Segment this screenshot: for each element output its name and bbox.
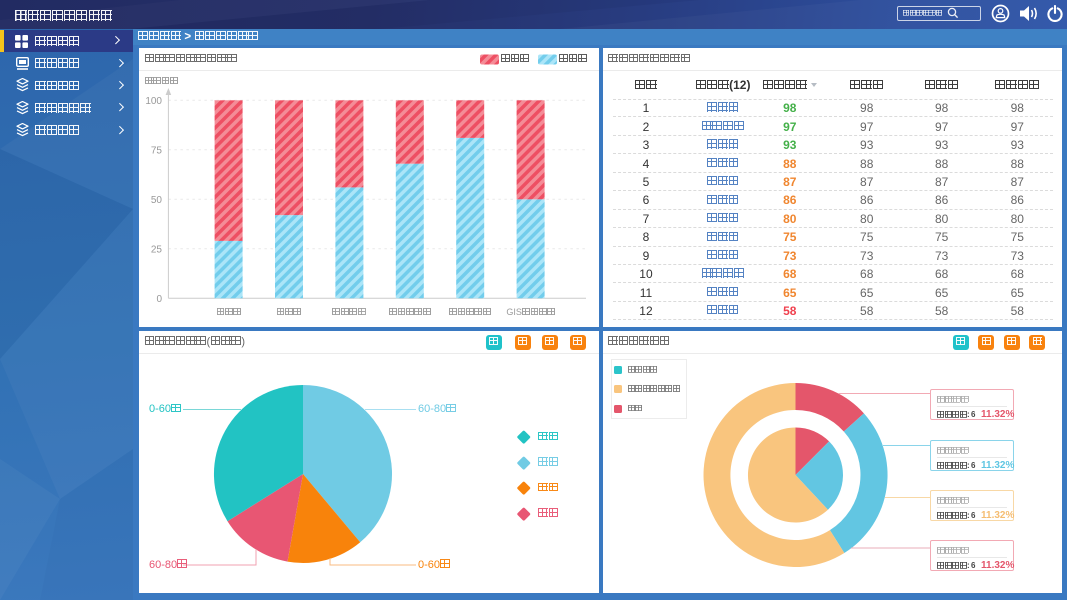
svg-text:0: 0	[156, 294, 162, 305]
svg-text:25: 25	[151, 244, 163, 255]
svg-text:50: 50	[151, 195, 163, 206]
svg-text:100: 100	[145, 96, 162, 107]
svg-text:75: 75	[151, 145, 163, 156]
